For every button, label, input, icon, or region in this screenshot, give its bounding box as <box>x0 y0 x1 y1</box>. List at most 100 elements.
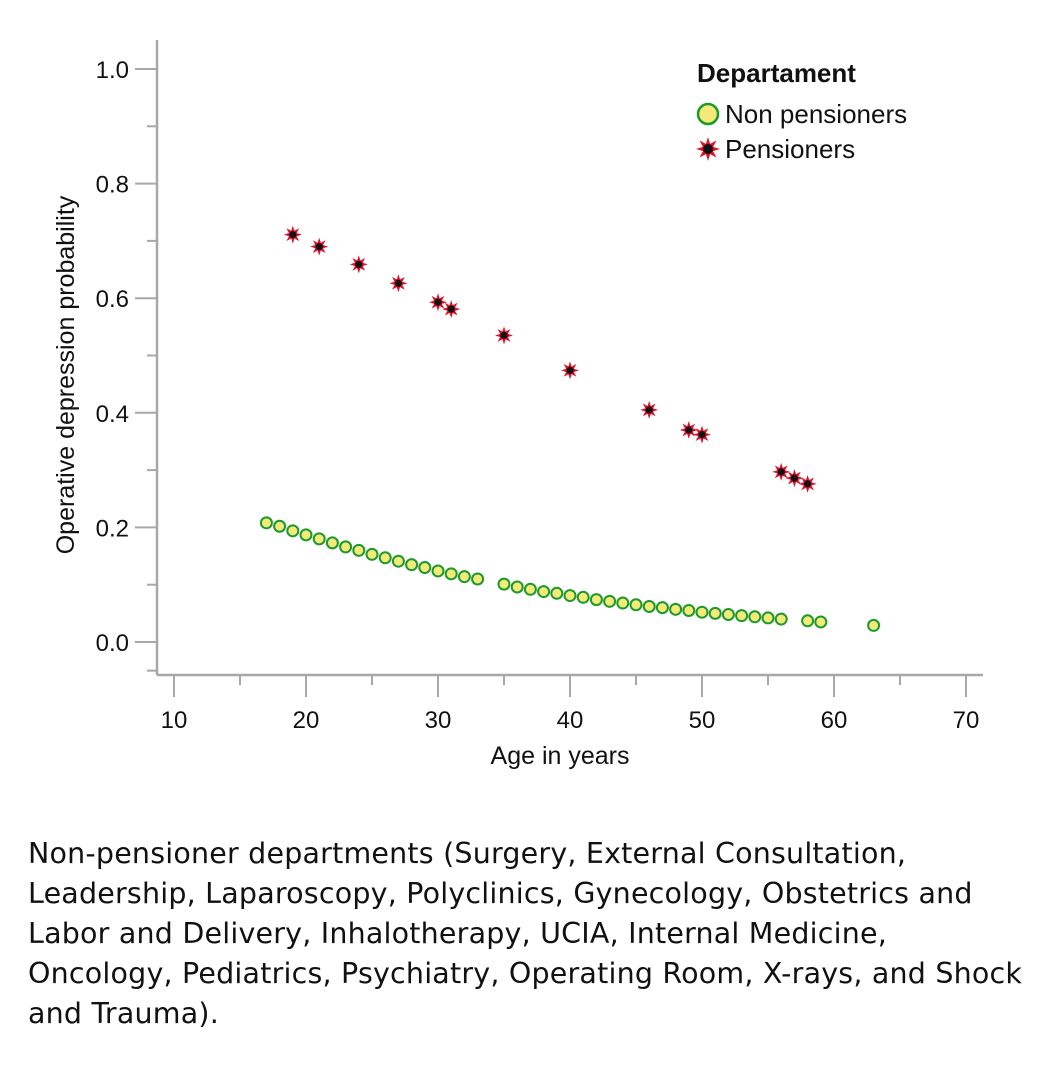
data-point <box>589 593 603 607</box>
data-point <box>442 300 461 319</box>
data-point <box>391 554 405 568</box>
legend-label: Non pensioners <box>725 99 907 129</box>
data-point <box>761 611 775 625</box>
data-point <box>310 237 329 256</box>
series-non-pensioners <box>259 516 881 632</box>
x-tick-label: 20 <box>293 707 320 734</box>
data-point <box>695 605 709 619</box>
data-point <box>616 596 630 610</box>
data-point <box>429 293 447 312</box>
data-point <box>576 590 590 604</box>
data-point <box>679 420 698 439</box>
data-point <box>603 594 617 608</box>
data-point <box>352 543 366 557</box>
data-point <box>693 425 711 444</box>
data-point <box>801 614 815 628</box>
data-point <box>365 547 379 561</box>
data-point <box>785 469 804 488</box>
data-point <box>339 540 353 554</box>
star-core <box>566 366 574 374</box>
x-tick-label: 60 <box>821 707 848 734</box>
data-point <box>299 528 313 542</box>
data-point <box>655 601 669 615</box>
star-core <box>447 305 455 313</box>
data-point <box>798 474 817 493</box>
legend: Departament Non pensioners Pensioners <box>696 58 907 164</box>
data-point <box>418 561 432 575</box>
data-point <box>708 606 722 620</box>
data-point <box>537 585 551 599</box>
figure-caption: Non-pensioner departments (Surgery, Exte… <box>28 837 1023 1030</box>
star-core <box>804 480 812 488</box>
data-point <box>349 255 368 274</box>
data-point <box>563 589 577 603</box>
data-point <box>721 607 735 621</box>
legend-item: Pensioners <box>696 134 855 164</box>
data-point <box>405 558 419 572</box>
data-point <box>523 582 537 596</box>
x-axis-title: Age in years <box>491 742 630 770</box>
star-core <box>685 426 693 434</box>
data-point <box>682 603 696 617</box>
data-point <box>471 572 485 586</box>
y-tick-label: 1.0 <box>96 57 129 84</box>
data-point <box>312 532 326 546</box>
star-core <box>355 260 363 268</box>
data-point <box>444 567 458 581</box>
data-point <box>642 599 656 613</box>
star-core <box>790 474 799 482</box>
scatter-chart: 0.0 0.2 0.4 0.6 0.8 1.0 10 20 30 40 50 60 70 Departa… <box>52 40 983 770</box>
data-point <box>867 618 881 632</box>
legend-circle-icon <box>696 102 720 126</box>
y-tick-label: 0.4 <box>96 401 129 428</box>
data-point <box>259 516 273 530</box>
data-point <box>669 602 683 616</box>
data-point <box>550 586 564 600</box>
star-core <box>777 468 785 476</box>
y-axis-title: Operative depression probability <box>52 195 80 554</box>
data-point <box>495 326 513 345</box>
data-point <box>431 564 445 578</box>
star-core <box>645 406 653 414</box>
x-tick-label: 70 <box>953 707 980 734</box>
axes: 0.0 0.2 0.4 0.6 0.8 1.0 10 20 30 40 50 60 70 <box>96 40 983 734</box>
star-core <box>289 230 297 239</box>
data-point <box>389 274 408 293</box>
x-tick-label: 50 <box>689 707 716 734</box>
y-tick-label: 0.6 <box>96 286 129 313</box>
data-point <box>497 577 511 591</box>
legend-label: Pensioners <box>725 134 855 164</box>
y-tick-label: 0.0 <box>96 630 129 657</box>
data-point <box>273 519 287 533</box>
legend-item: Non pensioners <box>696 99 907 129</box>
y-tick-label: 0.2 <box>96 515 129 542</box>
data-point <box>457 570 471 584</box>
data-point <box>814 615 828 629</box>
data-point <box>735 609 749 623</box>
legend-title: Departament <box>697 58 856 88</box>
data-point <box>774 612 788 626</box>
data-point <box>748 610 762 624</box>
data-point <box>286 524 300 538</box>
series-pensioners <box>283 225 817 493</box>
data-point <box>772 462 791 481</box>
star-core <box>703 144 713 154</box>
star-core <box>698 430 706 439</box>
data-point <box>283 225 302 244</box>
data-point <box>325 536 339 550</box>
legend-star-icon <box>696 137 720 161</box>
star-core <box>434 298 442 306</box>
data-point <box>640 400 659 419</box>
star-core <box>394 279 402 287</box>
star-core <box>315 243 323 251</box>
data-point <box>510 580 524 594</box>
data-point <box>561 361 579 380</box>
data-points <box>259 225 881 632</box>
data-point <box>378 551 392 565</box>
x-tick-label: 40 <box>557 707 584 734</box>
x-tick-label: 30 <box>425 707 452 734</box>
y-tick-label: 0.8 <box>96 172 129 199</box>
data-point <box>629 598 643 612</box>
star-core <box>500 331 508 340</box>
x-tick-label: 10 <box>161 707 188 734</box>
